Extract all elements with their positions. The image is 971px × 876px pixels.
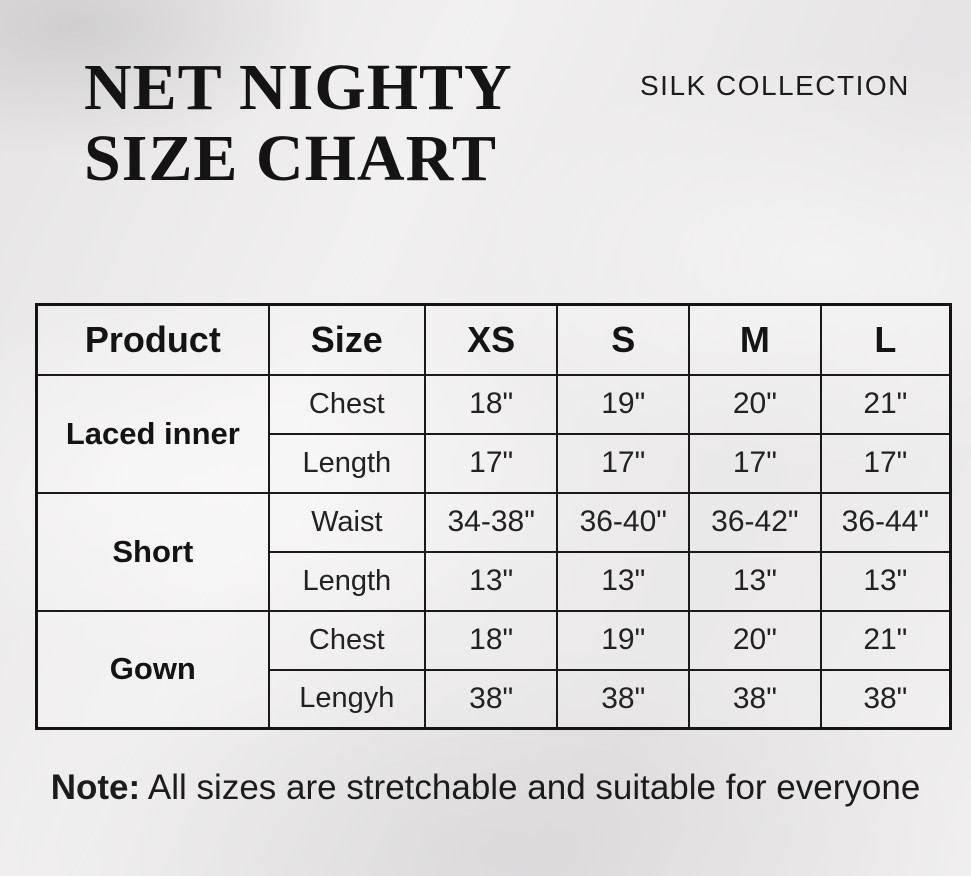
note-label: Note: bbox=[50, 768, 141, 807]
value-cell: 17" bbox=[556, 432, 691, 494]
table-row: Lengyh 38" 38" 38" 38" bbox=[37, 668, 952, 730]
note-body: All sizes are stretchable and suitable f… bbox=[140, 768, 921, 807]
header-cell-l: L bbox=[819, 303, 952, 376]
value-cell: 18" bbox=[423, 373, 559, 435]
value-cell: 17" bbox=[819, 432, 952, 494]
value-cell: 34-38" bbox=[423, 491, 559, 553]
table-header-row: Product Size XS S M L bbox=[35, 303, 952, 376]
value-cell: 36-40" bbox=[556, 491, 691, 553]
value-cell: 36-42" bbox=[688, 491, 822, 553]
product-name-cell: Laced inner bbox=[35, 373, 270, 494]
header-cell-xs: XS bbox=[423, 303, 559, 376]
value-cell: 13" bbox=[688, 550, 822, 612]
value-cell: 36-44" bbox=[819, 491, 952, 553]
measure-cell: Chest bbox=[267, 373, 426, 435]
header-cell-product: Product bbox=[35, 303, 270, 376]
value-cell: 18" bbox=[423, 609, 559, 671]
measure-cell: Length bbox=[267, 550, 426, 612]
page-title: NET NIGHTY SIZE CHART bbox=[84, 52, 513, 194]
measure-cell: Waist bbox=[267, 491, 426, 553]
value-cell: 20" bbox=[688, 373, 822, 435]
page-title-line1: NET NIGHTY bbox=[84, 51, 513, 124]
product-name-cell: Gown bbox=[35, 609, 270, 730]
header-cell-m: M bbox=[688, 303, 822, 376]
note-text: Note: All sizes are stretchable and suit… bbox=[0, 766, 971, 810]
value-cell: 19" bbox=[556, 609, 691, 671]
table-row: Short Waist 34-38" 36-40" 36-42" 36-44" bbox=[35, 491, 952, 612]
size-chart-table: Product Size XS S M L Laced inner Chest … bbox=[35, 303, 952, 730]
value-cell: 38" bbox=[556, 668, 691, 730]
product-name-cell: Short bbox=[35, 491, 270, 612]
measure-cell: Length bbox=[267, 432, 426, 494]
measure-cell: Chest bbox=[267, 609, 426, 671]
value-cell: 38" bbox=[819, 668, 952, 730]
value-cell: 21" bbox=[819, 373, 952, 435]
collection-label: SILK COLLECTION bbox=[640, 70, 910, 101]
value-cell: 13" bbox=[423, 550, 559, 612]
value-cell: 20" bbox=[688, 609, 822, 671]
value-cell: 19" bbox=[556, 373, 691, 435]
value-cell: 21" bbox=[819, 609, 952, 671]
page-title-line2: SIZE CHART bbox=[84, 122, 497, 195]
table-row: Length 13" 13" 13" 13" bbox=[37, 550, 952, 612]
value-cell: 17" bbox=[423, 432, 559, 494]
value-cell: 17" bbox=[688, 432, 822, 494]
value-cell: 13" bbox=[819, 550, 952, 612]
value-cell: 38" bbox=[423, 668, 559, 730]
measure-cell: Lengyh bbox=[267, 668, 426, 730]
value-cell: 13" bbox=[556, 550, 691, 612]
header-cell-s: S bbox=[556, 303, 691, 376]
table-row: Length 17" 17" 17" 17" bbox=[37, 432, 952, 494]
value-cell: 38" bbox=[688, 668, 822, 730]
table-row: Laced inner Chest 18" 19" 20" 21" bbox=[35, 373, 952, 494]
header-cell-size: Size bbox=[267, 303, 426, 376]
table-row: Gown Chest 18" 19" 20" 21" bbox=[35, 609, 952, 730]
